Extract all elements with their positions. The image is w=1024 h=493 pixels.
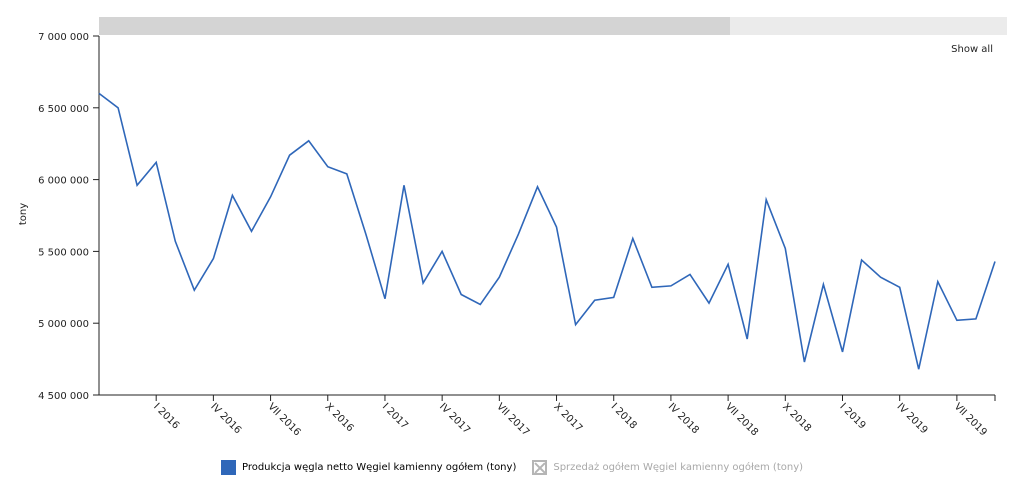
data-point[interactable] (555, 225, 559, 229)
data-point[interactable] (802, 360, 806, 364)
x-tick-label: IV 2018 (666, 401, 701, 436)
data-point[interactable] (459, 292, 463, 296)
legend-item-sales[interactable]: Sprzedaż ogółem Węgiel kamienny ogółem (… (532, 459, 804, 475)
data-point[interactable] (497, 275, 501, 279)
data-point[interactable] (402, 183, 406, 187)
data-point[interactable] (955, 318, 959, 322)
x-tick-label: I 2019 (837, 401, 867, 431)
legend-label-production: Produkcja węgla netto Węgiel kamienny og… (241, 461, 517, 473)
data-point[interactable] (631, 236, 635, 240)
data-point[interactable] (764, 198, 768, 202)
scrollbar-thumb[interactable] (99, 17, 730, 35)
x-tick-label: I 2018 (609, 401, 639, 431)
y-tick-label: 5 500 000 (38, 247, 89, 258)
data-point[interactable] (230, 193, 234, 197)
data-point[interactable] (516, 232, 520, 236)
data-point[interactable] (440, 249, 444, 253)
data-point[interactable] (326, 165, 330, 169)
data-point[interactable] (974, 317, 978, 321)
x-tick-label: VII 2016 (265, 401, 302, 438)
data-point[interactable] (269, 195, 273, 199)
show-all-button[interactable]: Show all (951, 44, 993, 55)
y-tick-label: 5 000 000 (38, 319, 89, 330)
legend-swatch-disabled-icon (532, 459, 548, 475)
data-point[interactable] (898, 285, 902, 289)
data-point[interactable] (688, 272, 692, 276)
data-point[interactable] (840, 350, 844, 354)
x-tick-label: X 2018 (780, 401, 813, 434)
legend: Produkcja węgla netto Węgiel kamienny og… (0, 457, 1024, 477)
data-point[interactable] (116, 106, 120, 110)
data-point[interactable] (936, 280, 940, 284)
data-point[interactable] (421, 281, 425, 285)
data-point[interactable] (364, 232, 368, 236)
data-point[interactable] (135, 183, 139, 187)
data-point[interactable] (612, 295, 616, 299)
y-tick-label: 4 500 000 (38, 391, 89, 402)
data-point[interactable] (745, 337, 749, 341)
data-point[interactable] (669, 284, 673, 288)
data-point[interactable] (250, 229, 254, 233)
data-point[interactable] (726, 262, 730, 266)
x-tick-label: VII 2018 (723, 401, 760, 438)
data-point[interactable] (917, 367, 921, 371)
data-point[interactable] (383, 297, 387, 301)
x-tick-label: IV 2019 (895, 401, 930, 436)
data-point[interactable] (650, 285, 654, 289)
x-axis: I 2016 IV 2016 VII 2016 X 2016 I 2017 IV 2017… (99, 394, 996, 438)
legend-label-sales: Sprzedaż ogółem Węgiel kamienny ogółem (… (553, 461, 804, 473)
data-point[interactable] (211, 257, 215, 261)
data-point[interactable] (821, 282, 825, 286)
x-tick-label: VII 2017 (494, 401, 531, 438)
data-point[interactable] (860, 258, 864, 262)
data-point[interactable] (993, 259, 997, 263)
x-tick-label: I 2017 (380, 401, 410, 431)
legend-item-production[interactable]: Produkcja węgla netto Węgiel kamienny og… (220, 459, 517, 475)
data-point[interactable] (783, 247, 787, 251)
series-line-production (98, 92, 996, 370)
data-point[interactable] (574, 323, 578, 327)
data-point[interactable] (535, 185, 539, 189)
data-point[interactable] (707, 301, 711, 305)
data-point[interactable] (97, 91, 101, 95)
data-point[interactable] (593, 298, 597, 302)
x-tick-label: X 2016 (323, 401, 356, 434)
data-point[interactable] (154, 160, 158, 164)
data-point[interactable] (192, 288, 196, 292)
x-tick-label: IV 2016 (208, 401, 243, 436)
y-tick-label: 6 000 000 (38, 176, 89, 187)
data-point[interactable] (288, 153, 292, 157)
x-tick-label: I 2016 (151, 401, 181, 431)
x-tick-label: X 2017 (551, 401, 584, 434)
x-tick-label: IV 2017 (437, 401, 472, 436)
y-axis: 4 500 000 5 000 000 5 500 000 6 000 000 6 50… (38, 32, 100, 402)
y-axis-label: tony (18, 203, 29, 225)
series-group (97, 91, 997, 371)
y-tick-label: 6 500 000 (38, 104, 89, 115)
data-point[interactable] (879, 275, 883, 279)
data-point[interactable] (307, 139, 311, 143)
x-tick-label: VII 2019 (952, 401, 989, 438)
data-point[interactable] (345, 172, 349, 176)
data-point[interactable] (173, 239, 177, 243)
data-point[interactable] (478, 303, 482, 307)
legend-swatch-blue-icon (220, 459, 236, 475)
y-tick-label: 7 000 000 (38, 32, 89, 43)
